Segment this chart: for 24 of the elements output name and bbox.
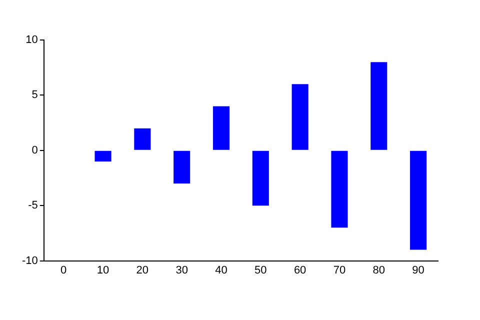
y-tick-label: 10 <box>26 34 38 46</box>
x-tick-label: 80 <box>372 264 386 276</box>
x-tick-label: 50 <box>254 264 267 276</box>
bar <box>292 84 308 150</box>
x-tick-label: 60 <box>294 264 306 276</box>
x-tick-label: 10 <box>96 264 110 276</box>
x-tick-label: 70 <box>333 264 346 276</box>
y-tick-label: -10 <box>22 254 38 267</box>
y-tick-label: 0 <box>32 144 38 156</box>
bar <box>174 150 190 184</box>
y-tick-label: 5 <box>32 89 38 102</box>
bar <box>370 62 388 150</box>
x-tick-label: 90 <box>412 264 424 276</box>
bar <box>212 106 230 150</box>
x-tick-label: 20 <box>136 264 149 276</box>
bar <box>94 150 112 162</box>
bar <box>252 150 269 206</box>
bar <box>134 128 151 150</box>
x-tick-label: 0 <box>60 264 67 276</box>
x-tick-label: 30 <box>176 264 188 276</box>
bar <box>331 150 348 228</box>
x-tick-label: 40 <box>215 264 228 276</box>
y-tick-label: -5 <box>28 200 38 212</box>
bar <box>410 150 427 250</box>
